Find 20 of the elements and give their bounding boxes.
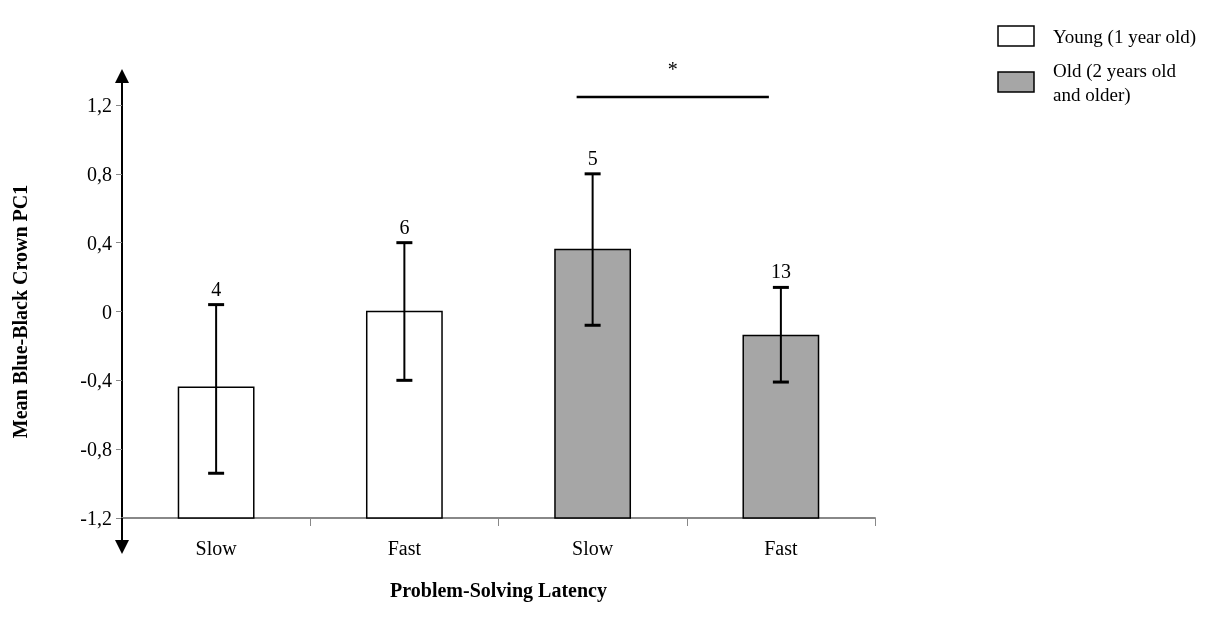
x-tick-label: Slow [572,537,614,559]
annotation: 5 [587,146,598,169]
y-axis-title: Mean Blue-Black Crown PC1 [9,184,31,439]
x-axis-title: Problem-Solving Latency [390,579,607,602]
annotation: 13 [770,260,791,283]
y-tick-label: -0,8 [80,438,112,461]
y-tick-label: 1,2 [87,94,112,116]
y-tick-label: 0 [102,300,112,323]
y-tick-label: 0,8 [87,162,112,185]
annotation: 6 [399,215,410,238]
x-tick-label: Fast [387,537,422,559]
text: * [667,58,678,80]
y-tick-label: -1,2 [80,507,112,529]
x-tick-label: Fast [764,537,798,559]
legend-label: Young (1 year old) [1053,25,1197,48]
x-tick-label: Slow [195,537,238,559]
annotation: 4 [211,277,222,300]
y-tick-label: -0,4 [80,369,112,392]
legend-label: Old (2 years old and older) [1053,59,1181,106]
y-tick-label: 0,4 [87,231,112,254]
